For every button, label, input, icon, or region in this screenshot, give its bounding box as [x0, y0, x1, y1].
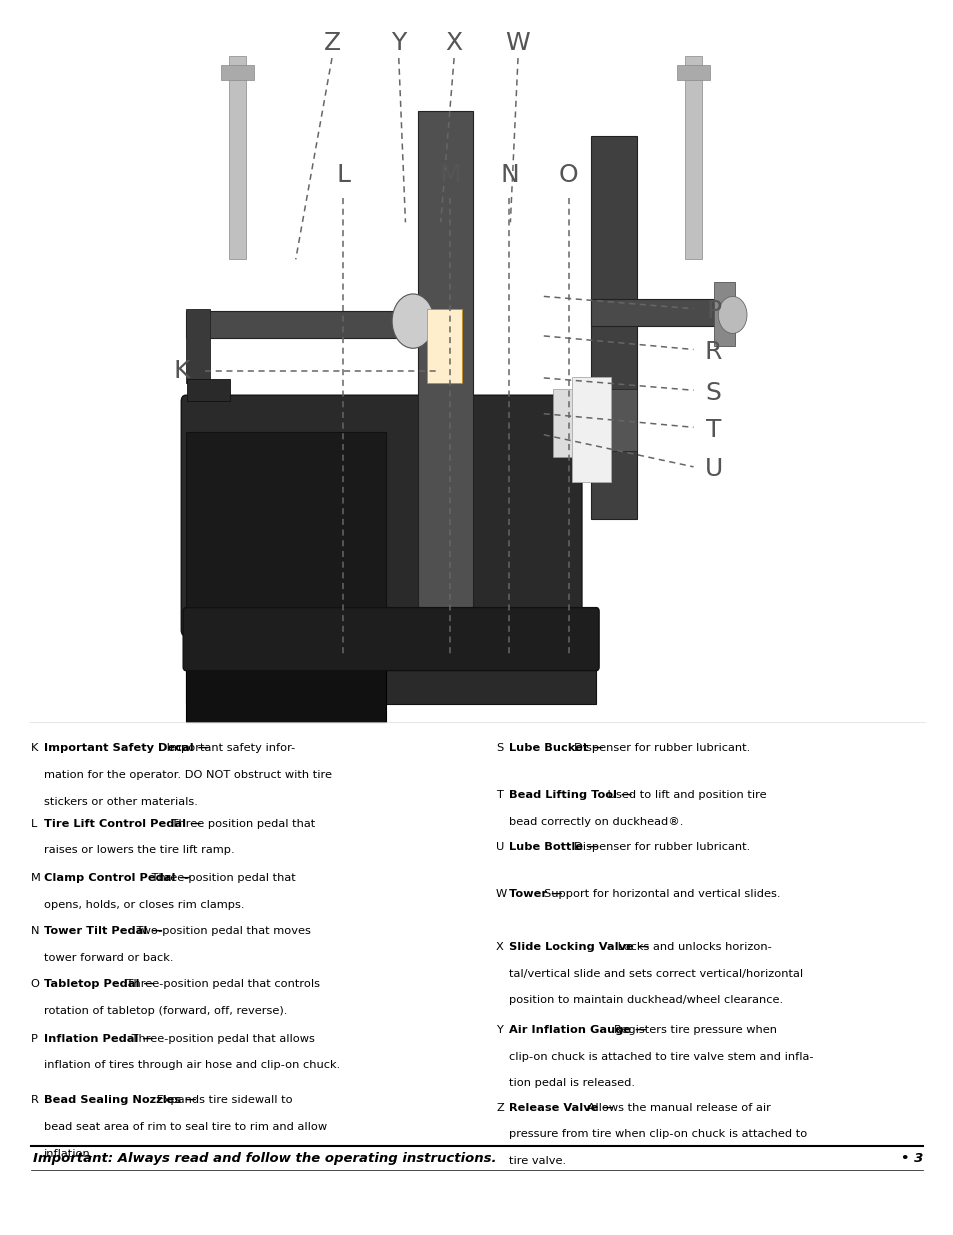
FancyBboxPatch shape — [181, 395, 581, 636]
Bar — [133, 19, 820, 722]
Text: Lube Bottle —: Lube Bottle — — [509, 842, 598, 852]
Bar — [591, 299, 729, 326]
Text: Used to lift and position tire: Used to lift and position tire — [603, 790, 765, 800]
Bar — [229, 56, 246, 259]
Text: Y: Y — [391, 31, 406, 56]
Bar — [553, 389, 581, 457]
Bar — [186, 655, 386, 722]
Text: position to maintain duckhead/wheel clearance.: position to maintain duckhead/wheel clea… — [509, 995, 782, 1005]
Text: R: R — [704, 340, 721, 364]
Text: L: L — [336, 163, 350, 188]
Text: W: W — [505, 31, 530, 56]
Text: Important Safety Decal —: Important Safety Decal — — [44, 743, 209, 753]
Text: X: X — [445, 31, 462, 56]
Text: Tower Tilt Pedal —: Tower Tilt Pedal — — [44, 926, 162, 936]
Text: W: W — [496, 889, 507, 899]
Bar — [684, 56, 701, 259]
Text: tire valve.: tire valve. — [509, 1156, 566, 1166]
Text: R: R — [30, 1095, 38, 1105]
Bar — [417, 111, 473, 655]
Text: Support for horizontal and vertical slides.: Support for horizontal and vertical slid… — [543, 889, 780, 899]
Text: Bead Lifting Tool —: Bead Lifting Tool — — [509, 790, 632, 800]
Text: M: M — [439, 163, 460, 188]
Bar — [186, 432, 386, 655]
Text: inflation..: inflation.. — [44, 1149, 98, 1158]
Text: mation for the operator. DO NOT obstruct with tire: mation for the operator. DO NOT obstruct… — [44, 771, 332, 781]
Text: Clamp Control Pedal —: Clamp Control Pedal — — [44, 873, 191, 883]
Text: bead correctly on duckhead®.: bead correctly on duckhead®. — [509, 818, 683, 827]
Text: Important: Always read and follow the operating instructions.: Important: Always read and follow the op… — [33, 1152, 497, 1165]
Text: K: K — [30, 743, 38, 753]
Bar — [572, 377, 610, 482]
Bar — [427, 309, 461, 383]
Text: pressure from tire when clip-on chuck is attached to: pressure from tire when clip-on chuck is… — [509, 1129, 807, 1140]
Text: S: S — [496, 743, 503, 753]
Text: Two-position pedal that moves: Two-position pedal that moves — [133, 926, 311, 936]
Text: K: K — [172, 358, 190, 383]
Text: stickers or other materials.: stickers or other materials. — [44, 797, 197, 806]
Text: Tabletop Pedal —: Tabletop Pedal — — [44, 979, 154, 989]
Text: clip-on chuck is attached to tire valve stem and infla-: clip-on chuck is attached to tire valve … — [509, 1051, 813, 1062]
Text: Expands tire sidewall to: Expands tire sidewall to — [152, 1095, 293, 1105]
Text: Registers tire pressure when: Registers tire pressure when — [613, 1025, 776, 1035]
Text: Z: Z — [323, 31, 340, 56]
Text: N: N — [499, 163, 518, 188]
Text: Slide Locking Valve —: Slide Locking Valve — — [509, 942, 649, 952]
Text: Dispenser for rubber lubricant.: Dispenser for rubber lubricant. — [574, 743, 749, 753]
Text: X: X — [496, 942, 503, 952]
Text: tower forward or back.: tower forward or back. — [44, 953, 173, 963]
Text: U: U — [496, 842, 504, 852]
Text: Three-position pedal that allows: Three-position pedal that allows — [128, 1034, 314, 1044]
Text: P: P — [705, 299, 720, 324]
Text: Bead Sealing Nozzles —: Bead Sealing Nozzles — — [44, 1095, 196, 1105]
Bar — [187, 379, 230, 401]
Text: Allows the manual release of air: Allows the manual release of air — [583, 1103, 770, 1113]
Text: Lube Bucket —: Lube Bucket — — [509, 743, 603, 753]
Text: U: U — [703, 457, 722, 482]
Bar — [221, 65, 253, 80]
Text: M: M — [30, 873, 40, 883]
Bar — [713, 282, 734, 346]
Bar — [677, 65, 709, 80]
Text: T: T — [496, 790, 502, 800]
Text: Inflation Pedal —: Inflation Pedal — — [44, 1034, 153, 1044]
Text: Dispenser for rubber lubricant.: Dispenser for rubber lubricant. — [574, 842, 749, 852]
Text: S: S — [705, 380, 720, 405]
Bar — [186, 311, 448, 338]
Text: Three position pedal that: Three position pedal that — [168, 819, 314, 829]
Text: Air Inflation Gauge —: Air Inflation Gauge — — [509, 1025, 646, 1035]
Circle shape — [718, 296, 746, 333]
Text: Three-position pedal that: Three-position pedal that — [148, 873, 295, 883]
FancyBboxPatch shape — [183, 608, 598, 671]
Text: O: O — [558, 163, 578, 188]
Text: Z: Z — [496, 1103, 503, 1113]
Text: • 3: • 3 — [901, 1152, 923, 1165]
Text: tal/vertical slide and sets correct vertical/horizontal: tal/vertical slide and sets correct vert… — [509, 968, 802, 979]
Bar — [186, 655, 596, 704]
Text: Tower —: Tower — — [509, 889, 562, 899]
Text: opens, holds, or closes rim clamps.: opens, holds, or closes rim clamps. — [44, 899, 244, 910]
Text: rotation of tabletop (forward, off, reverse).: rotation of tabletop (forward, off, reve… — [44, 1005, 287, 1016]
Bar — [186, 309, 210, 383]
Text: Three-position pedal that controls: Three-position pedal that controls — [123, 979, 320, 989]
Bar — [591, 389, 637, 451]
Text: Tire Lift Control Pedal —: Tire Lift Control Pedal — — [44, 819, 201, 829]
Text: Y: Y — [496, 1025, 502, 1035]
Circle shape — [392, 294, 434, 348]
Text: L: L — [30, 819, 37, 829]
Text: raises or lowers the tire lift ramp.: raises or lowers the tire lift ramp. — [44, 846, 234, 856]
Text: Release Valve —: Release Valve — — [509, 1103, 614, 1113]
Text: tion pedal is released.: tion pedal is released. — [509, 1078, 635, 1088]
Text: P: P — [30, 1034, 37, 1044]
Text: N: N — [30, 926, 39, 936]
Text: Important safety infor-: Important safety infor- — [163, 743, 294, 753]
Bar — [591, 136, 637, 519]
Text: bead seat area of rim to seal tire to rim and allow: bead seat area of rim to seal tire to ri… — [44, 1121, 327, 1132]
Text: T: T — [705, 417, 720, 442]
Text: O: O — [30, 979, 39, 989]
Text: Locks and unlocks horizon-: Locks and unlocks horizon- — [613, 942, 771, 952]
Text: inflation of tires through air hose and clip-on chuck.: inflation of tires through air hose and … — [44, 1060, 340, 1071]
